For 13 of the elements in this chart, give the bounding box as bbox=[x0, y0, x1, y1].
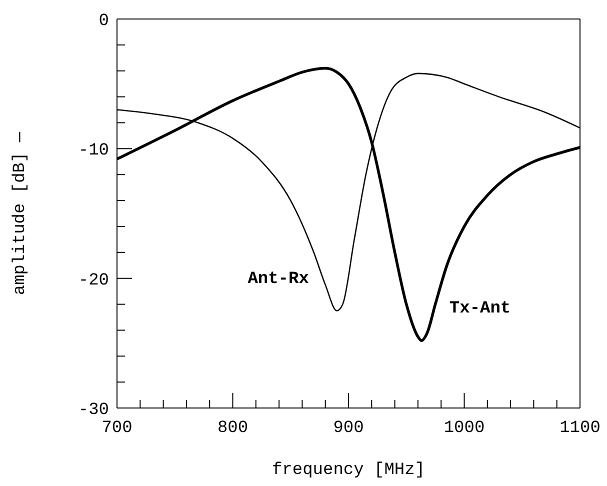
y-tick-label: -10 bbox=[78, 142, 109, 161]
y-tick-label: -30 bbox=[78, 401, 109, 420]
y-axis-title: amplitude [dB] — bbox=[11, 131, 30, 296]
x-tick-label: 1100 bbox=[560, 419, 600, 438]
y-tick-label: -20 bbox=[78, 271, 109, 290]
series-label: Ant-Rx bbox=[248, 270, 309, 289]
x-tick-label: 800 bbox=[217, 419, 248, 438]
x-tick-label: 900 bbox=[333, 419, 364, 438]
x-axis-title: frequency [MHz] bbox=[272, 461, 426, 480]
x-tick-label: 700 bbox=[102, 419, 132, 438]
x-tick-label: 1000 bbox=[444, 419, 485, 438]
series-label: Tx-Ant bbox=[449, 300, 511, 319]
y-tick-label: 0 bbox=[98, 12, 109, 31]
